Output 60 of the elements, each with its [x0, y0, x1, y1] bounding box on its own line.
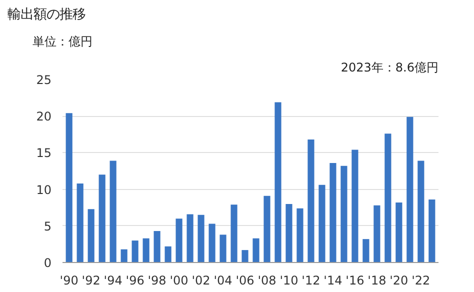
bar	[286, 204, 292, 262]
bar	[98, 174, 106, 262]
bar	[340, 166, 348, 262]
x-tick-label: '20	[390, 274, 408, 288]
x-tick-label: '04	[214, 274, 232, 288]
x-tick-label: '92	[82, 274, 100, 288]
y-tick-label: 0	[44, 256, 52, 270]
bar	[164, 246, 172, 262]
y-axis-title: 単位：億円	[32, 34, 92, 48]
x-tick-label: '98	[148, 274, 166, 288]
bar	[296, 208, 304, 262]
bar	[330, 162, 336, 262]
bar	[308, 140, 314, 262]
bar	[220, 234, 226, 262]
x-tick-label: '06	[236, 274, 254, 288]
y-tick-label: 10	[36, 182, 52, 197]
bar	[76, 183, 84, 262]
y-tick-label: 15	[36, 146, 52, 160]
x-tick-label: '94	[104, 274, 122, 288]
bar	[264, 196, 270, 262]
bar	[396, 202, 402, 262]
bar	[274, 102, 282, 262]
x-tick-label: '90	[60, 274, 78, 288]
bar	[318, 184, 326, 262]
bar	[374, 205, 380, 262]
bar	[384, 134, 392, 262]
bar	[352, 150, 358, 262]
chart-title: 輸出額の推移	[8, 8, 86, 22]
bar	[406, 116, 414, 262]
x-tick-label: '08	[258, 274, 276, 288]
bar	[88, 209, 94, 262]
x-tick-label: '14	[324, 274, 342, 288]
bar	[230, 204, 238, 262]
x-tick-label: '02	[192, 274, 210, 288]
bar	[242, 250, 248, 262]
y-tick-label: 5	[44, 219, 52, 234]
y-tick-label: 25	[36, 73, 52, 87]
x-tick-label: '18	[368, 274, 386, 288]
bar	[208, 224, 216, 262]
bar	[186, 214, 194, 262]
bar	[66, 113, 72, 262]
bar	[252, 238, 260, 262]
bar	[110, 160, 116, 262]
x-tick-label: '16	[346, 274, 364, 288]
bar	[154, 231, 160, 262]
x-tick-label: '12	[302, 274, 320, 288]
bar	[362, 239, 370, 262]
bar	[198, 214, 204, 262]
bar	[120, 249, 128, 262]
bar	[132, 240, 138, 262]
x-tick-label: '22	[412, 274, 430, 288]
bar	[418, 160, 424, 262]
x-tick-label: '96	[126, 274, 144, 288]
bar	[142, 238, 150, 262]
x-tick-label: '10	[280, 274, 298, 288]
bar	[428, 200, 436, 262]
text: 2023年：8.6億円	[340, 60, 438, 74]
bar	[176, 218, 182, 262]
x-tick-label: '00	[170, 274, 188, 288]
y-tick-label: 20	[36, 110, 52, 124]
